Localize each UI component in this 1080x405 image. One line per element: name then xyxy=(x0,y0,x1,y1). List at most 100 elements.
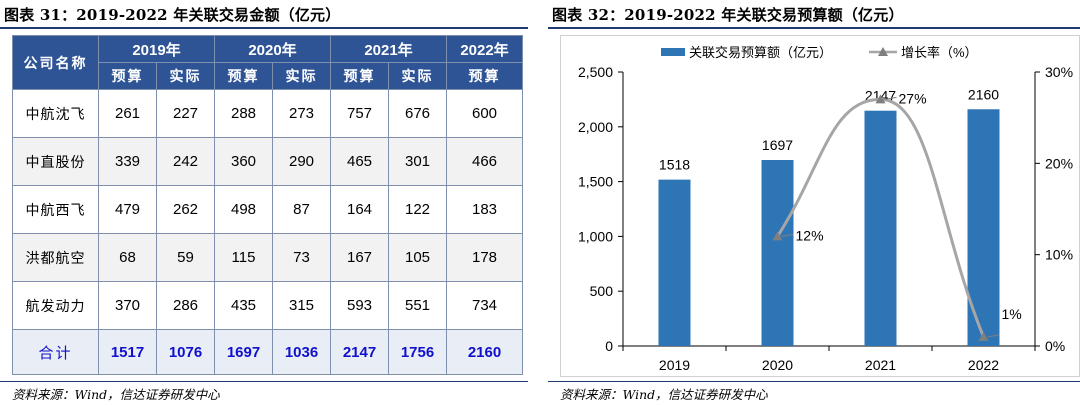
table-cell: 466 xyxy=(446,137,523,186)
table-cell: 479 xyxy=(98,185,157,234)
total-cell: 1756 xyxy=(388,329,447,375)
table-cell: 122 xyxy=(388,185,447,234)
header-company-name: 公司名称 xyxy=(12,35,99,90)
y-tick-label-left: 500 xyxy=(590,283,614,299)
header-year-2022: 2022年 xyxy=(446,35,523,63)
growth-rate-line xyxy=(776,97,985,338)
total-cell: 2147 xyxy=(330,329,389,375)
table-cell: 315 xyxy=(272,281,331,330)
title-divider xyxy=(548,27,1080,29)
y-tick-label-left: 2,000 xyxy=(578,119,613,135)
total-cell: 1076 xyxy=(156,329,215,375)
table-row: 中航西飞 479 262 498 87 164 122 183 xyxy=(12,185,523,234)
table-row: 中航沈飞 261 227 288 273 757 676 600 xyxy=(12,89,523,138)
y-tick-label-left: 2,500 xyxy=(578,64,613,80)
table-cell: 290 xyxy=(272,137,331,186)
total-cell: 2160 xyxy=(446,329,523,375)
y-tick-label-right: 30% xyxy=(1045,64,1073,80)
table-cell: 757 xyxy=(330,89,389,138)
table-cell: 183 xyxy=(446,185,523,234)
table-cell: 465 xyxy=(330,137,389,186)
x-tick-label: 2022 xyxy=(968,357,999,373)
total-cell: 1697 xyxy=(214,329,273,375)
table-cell: 164 xyxy=(330,185,389,234)
bar-data-label: 1697 xyxy=(762,137,793,153)
bar xyxy=(658,179,691,346)
company-name: 中航沈飞 xyxy=(12,89,99,138)
company-name: 中直股份 xyxy=(12,137,99,186)
growth-rate-label: 1% xyxy=(1002,306,1022,322)
table-cell: 105 xyxy=(388,233,447,282)
chart-figure: 图表 32：2019-2022 年关联交易预算额（亿元） 0 500 1,000 1,… xyxy=(548,0,1080,405)
table-cell: 68 xyxy=(98,233,157,282)
title-divider xyxy=(0,27,528,29)
chart-frame: 0 500 1,000 1,500 2,000 2,500 0% 10% 20% 30% 2019 2… xyxy=(560,35,1080,377)
header-sub: 预算 xyxy=(330,62,389,90)
table-cell: 286 xyxy=(156,281,215,330)
table-cell: 370 xyxy=(98,281,157,330)
table-cell: 167 xyxy=(330,233,389,282)
bar-data-label: 2160 xyxy=(968,86,999,102)
source-divider xyxy=(548,381,1080,382)
data-label-leader xyxy=(781,233,794,237)
total-cell: 1036 xyxy=(272,329,331,375)
header-sub: 实际 xyxy=(388,62,447,90)
table-cell: 242 xyxy=(156,137,215,186)
y-tick-label-left: 1,000 xyxy=(578,228,613,244)
table-row: 中直股份 339 242 360 290 465 301 466 xyxy=(12,137,523,186)
bar xyxy=(761,160,794,346)
y-tick-label-left: 1,500 xyxy=(578,174,613,190)
header-sub: 预算 xyxy=(98,62,157,90)
company-name: 中航西飞 xyxy=(12,185,99,234)
table-cell: 262 xyxy=(156,185,215,234)
legend-bar-swatch xyxy=(661,48,685,56)
table-cell: 115 xyxy=(214,233,273,282)
header-sub: 实际 xyxy=(156,62,215,90)
total-label: 合计 xyxy=(12,329,99,375)
x-tick-label: 2021 xyxy=(865,357,896,373)
table-cell: 59 xyxy=(156,233,215,282)
table-cell: 734 xyxy=(446,281,523,330)
table-cell: 301 xyxy=(388,137,447,186)
x-tick-label: 2020 xyxy=(762,357,793,373)
legend-bar-label: 关联交易预算额（亿元） xyxy=(689,45,832,60)
table-cell: 339 xyxy=(98,137,157,186)
company-name: 洪都航空 xyxy=(12,233,99,282)
table-header-row-years: 公司名称 2019年 2020年 2021年 2022年 xyxy=(12,35,523,90)
growth-rate-marker xyxy=(875,94,886,104)
table-cell: 498 xyxy=(214,185,273,234)
y-tick-label-left: 0 xyxy=(605,338,613,354)
table-row: 洪都航空 68 59 115 73 167 105 178 xyxy=(12,233,523,282)
table-cell: 178 xyxy=(446,233,523,282)
table-figure: 图表 31：2019-2022 年关联交易金额（亿元） 公司名称 2019年 2… xyxy=(0,0,528,405)
header-year-2019: 2019年 xyxy=(98,35,215,63)
table-cell: 600 xyxy=(446,89,523,138)
header-year-2020: 2020年 xyxy=(214,35,331,63)
table-cell: 360 xyxy=(214,137,273,186)
y-tick-label-right: 10% xyxy=(1045,247,1073,263)
header-sub: 实际 xyxy=(272,62,331,90)
source-divider xyxy=(0,381,528,382)
data-label-leader xyxy=(987,334,1000,338)
growth-rate-label: 27% xyxy=(899,90,927,106)
bar xyxy=(864,110,897,346)
y-tick-label-right: 20% xyxy=(1045,155,1073,171)
table-cell: 593 xyxy=(330,281,389,330)
source-note: 资料来源：Wind，信达证券研发中心 xyxy=(560,387,768,402)
table-cell: 435 xyxy=(214,281,273,330)
x-tick-label: 2019 xyxy=(659,357,690,373)
total-cell: 1517 xyxy=(98,329,157,375)
y-tick-label-right: 0% xyxy=(1045,338,1065,354)
table-cell: 551 xyxy=(388,281,447,330)
table-cell: 273 xyxy=(272,89,331,138)
table-cell: 87 xyxy=(272,185,331,234)
data-label-leader xyxy=(884,96,897,100)
legend-line-marker xyxy=(878,47,888,56)
header-year-2021: 2021年 xyxy=(330,35,447,63)
related-transactions-table: 公司名称 2019年 2020年 2021年 2022年 预算 实际 预算 实际… xyxy=(12,35,523,375)
growth-rate-marker xyxy=(978,331,989,341)
table-cell: 227 xyxy=(156,89,215,138)
source-note: 资料来源：Wind，信达证券研发中心 xyxy=(12,387,220,402)
bar-data-label: 1518 xyxy=(659,157,690,173)
table-header-row-types: 预算 实际 预算 实际 预算 实际 预算 xyxy=(12,62,523,90)
